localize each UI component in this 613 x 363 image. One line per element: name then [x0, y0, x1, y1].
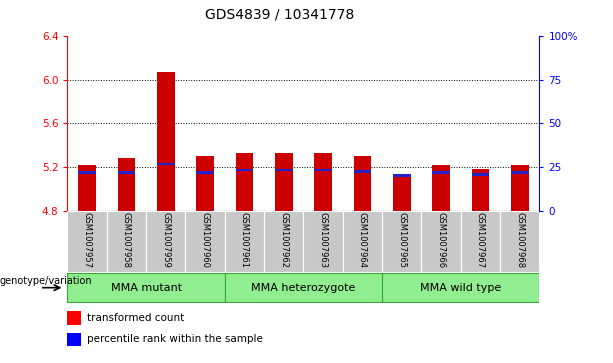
Text: MMA heterozygote: MMA heterozygote	[251, 283, 356, 293]
Bar	[314, 169, 332, 171]
Bar	[186, 211, 225, 272]
Text: MMA wild type: MMA wild type	[420, 283, 501, 293]
Text: GSM1007958: GSM1007958	[122, 212, 131, 268]
Bar	[67, 333, 81, 346]
Bar	[382, 211, 422, 272]
Text: GSM1007960: GSM1007960	[200, 212, 210, 268]
Text: GSM1007964: GSM1007964	[358, 212, 367, 268]
Bar	[107, 211, 146, 272]
Text: GSM1007961: GSM1007961	[240, 212, 249, 268]
Text: GSM1007959: GSM1007959	[161, 212, 170, 268]
Bar	[303, 211, 343, 272]
Bar	[432, 171, 450, 174]
Text: GSM1007963: GSM1007963	[319, 212, 327, 269]
Text: GSM1007968: GSM1007968	[516, 212, 524, 269]
Bar	[264, 211, 303, 272]
Bar	[157, 72, 175, 211]
Bar	[393, 176, 411, 211]
Bar	[354, 170, 371, 172]
Bar	[511, 171, 528, 174]
Bar	[393, 175, 411, 177]
Bar	[382, 273, 539, 302]
Bar	[225, 211, 264, 272]
Text: GSM1007962: GSM1007962	[280, 212, 288, 268]
Bar	[275, 153, 292, 211]
Bar	[67, 311, 81, 325]
Bar	[235, 153, 253, 211]
Bar	[78, 171, 96, 174]
Bar	[225, 273, 382, 302]
Bar	[461, 211, 500, 272]
Bar	[471, 169, 489, 211]
Text: GDS4839 / 10341778: GDS4839 / 10341778	[205, 8, 354, 22]
Bar	[118, 171, 135, 174]
Bar	[343, 211, 382, 272]
Text: genotype/variation: genotype/variation	[0, 276, 93, 286]
Bar	[354, 156, 371, 211]
Bar	[500, 211, 539, 272]
Bar	[235, 169, 253, 171]
Bar	[422, 211, 461, 272]
Bar	[157, 163, 175, 165]
Text: MMA mutant: MMA mutant	[110, 283, 181, 293]
Bar	[275, 169, 292, 171]
Bar	[511, 165, 528, 211]
Text: GSM1007967: GSM1007967	[476, 212, 485, 269]
Bar	[67, 211, 107, 272]
Text: GSM1007966: GSM1007966	[436, 212, 446, 269]
Bar	[196, 156, 214, 211]
Bar	[118, 158, 135, 211]
Text: transformed count: transformed count	[87, 313, 185, 323]
Bar	[67, 273, 225, 302]
Bar	[78, 165, 96, 211]
Text: GSM1007957: GSM1007957	[83, 212, 91, 268]
Bar	[314, 153, 332, 211]
Bar	[196, 171, 214, 174]
Bar	[432, 165, 450, 211]
Text: percentile rank within the sample: percentile rank within the sample	[87, 334, 263, 344]
Text: GSM1007965: GSM1007965	[397, 212, 406, 268]
Bar	[146, 211, 186, 272]
Bar	[471, 174, 489, 176]
